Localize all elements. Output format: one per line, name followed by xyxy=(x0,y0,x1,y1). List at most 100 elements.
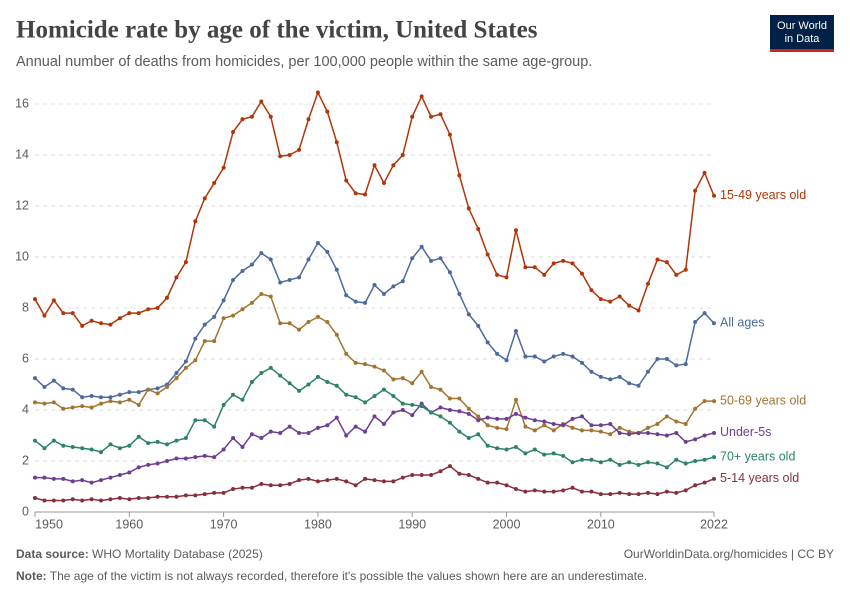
point xyxy=(419,369,424,374)
point xyxy=(485,415,490,420)
point xyxy=(589,428,594,433)
point xyxy=(51,498,56,503)
point xyxy=(476,418,481,423)
point xyxy=(117,392,122,397)
point xyxy=(419,244,424,249)
point xyxy=(372,283,377,288)
point xyxy=(683,422,688,427)
point xyxy=(183,493,188,498)
point xyxy=(344,178,349,183)
point xyxy=(645,425,650,430)
point xyxy=(579,414,584,419)
point xyxy=(127,397,132,402)
point xyxy=(438,405,443,410)
point xyxy=(127,311,132,316)
point xyxy=(306,320,311,325)
point xyxy=(400,376,405,381)
point xyxy=(579,271,584,276)
point xyxy=(363,300,368,305)
point xyxy=(42,385,47,390)
point xyxy=(240,485,245,490)
point xyxy=(504,447,509,452)
point xyxy=(212,181,217,186)
point xyxy=(146,307,151,312)
point xyxy=(231,436,236,441)
point xyxy=(127,497,132,502)
point xyxy=(259,291,264,296)
point xyxy=(645,490,650,495)
point xyxy=(155,386,160,391)
point xyxy=(353,299,358,304)
y-tick-label: 6 xyxy=(22,351,29,365)
point xyxy=(165,442,170,447)
point xyxy=(231,392,236,397)
point xyxy=(683,488,688,493)
point xyxy=(476,414,481,419)
point xyxy=(33,495,37,500)
series-label[interactable]: 15-49 years old xyxy=(720,188,806,202)
point xyxy=(259,436,264,441)
point xyxy=(410,114,415,119)
point xyxy=(551,354,556,359)
point xyxy=(99,450,104,455)
point xyxy=(51,298,56,303)
point xyxy=(278,321,283,326)
point xyxy=(495,351,500,356)
x-tick-label: 1970 xyxy=(210,517,238,531)
point xyxy=(80,323,85,328)
point xyxy=(146,441,151,446)
point xyxy=(33,376,37,381)
x-tick-label: 2022 xyxy=(700,517,728,531)
point xyxy=(579,457,584,462)
series-label[interactable]: 70+ years old xyxy=(720,449,795,463)
point xyxy=(334,383,339,388)
point xyxy=(183,359,188,364)
point xyxy=(221,490,226,495)
series-label[interactable]: 50-69 years old xyxy=(720,393,806,407)
point xyxy=(523,354,528,359)
point xyxy=(683,362,688,367)
series-label[interactable]: Under-5s xyxy=(720,425,771,439)
logo[interactable]: Our World in Data xyxy=(770,15,834,52)
point xyxy=(240,269,245,274)
point xyxy=(381,181,386,186)
point xyxy=(400,408,405,412)
point xyxy=(551,428,556,433)
url[interactable]: OurWorldinData.org/homicides | CC BY xyxy=(624,547,834,561)
point xyxy=(212,455,217,460)
point xyxy=(61,386,66,391)
point xyxy=(589,288,594,293)
point xyxy=(447,132,452,137)
point xyxy=(532,265,537,270)
point xyxy=(655,461,660,466)
point xyxy=(297,430,302,435)
series-label[interactable]: 5-14 years old xyxy=(720,471,799,485)
point xyxy=(693,406,698,411)
point xyxy=(80,446,85,451)
point xyxy=(268,257,273,262)
point xyxy=(617,490,622,495)
point xyxy=(334,140,339,145)
point xyxy=(221,165,226,170)
point xyxy=(617,374,622,379)
point xyxy=(334,267,339,272)
series xyxy=(33,365,716,470)
point xyxy=(80,498,85,503)
point xyxy=(391,479,396,484)
point xyxy=(136,311,141,316)
point xyxy=(353,360,358,365)
point xyxy=(513,397,518,402)
point xyxy=(306,257,311,262)
point xyxy=(674,419,679,424)
x-tick-label: 2000 xyxy=(493,517,521,531)
series-label[interactable]: All ages xyxy=(720,316,764,330)
source-label: Data source: xyxy=(16,547,89,561)
point xyxy=(712,321,716,326)
point xyxy=(33,297,37,302)
point xyxy=(278,280,283,285)
point xyxy=(306,117,311,122)
point xyxy=(674,363,679,368)
logo-text: Our World xyxy=(777,20,827,32)
point xyxy=(221,316,226,321)
point xyxy=(410,256,415,261)
